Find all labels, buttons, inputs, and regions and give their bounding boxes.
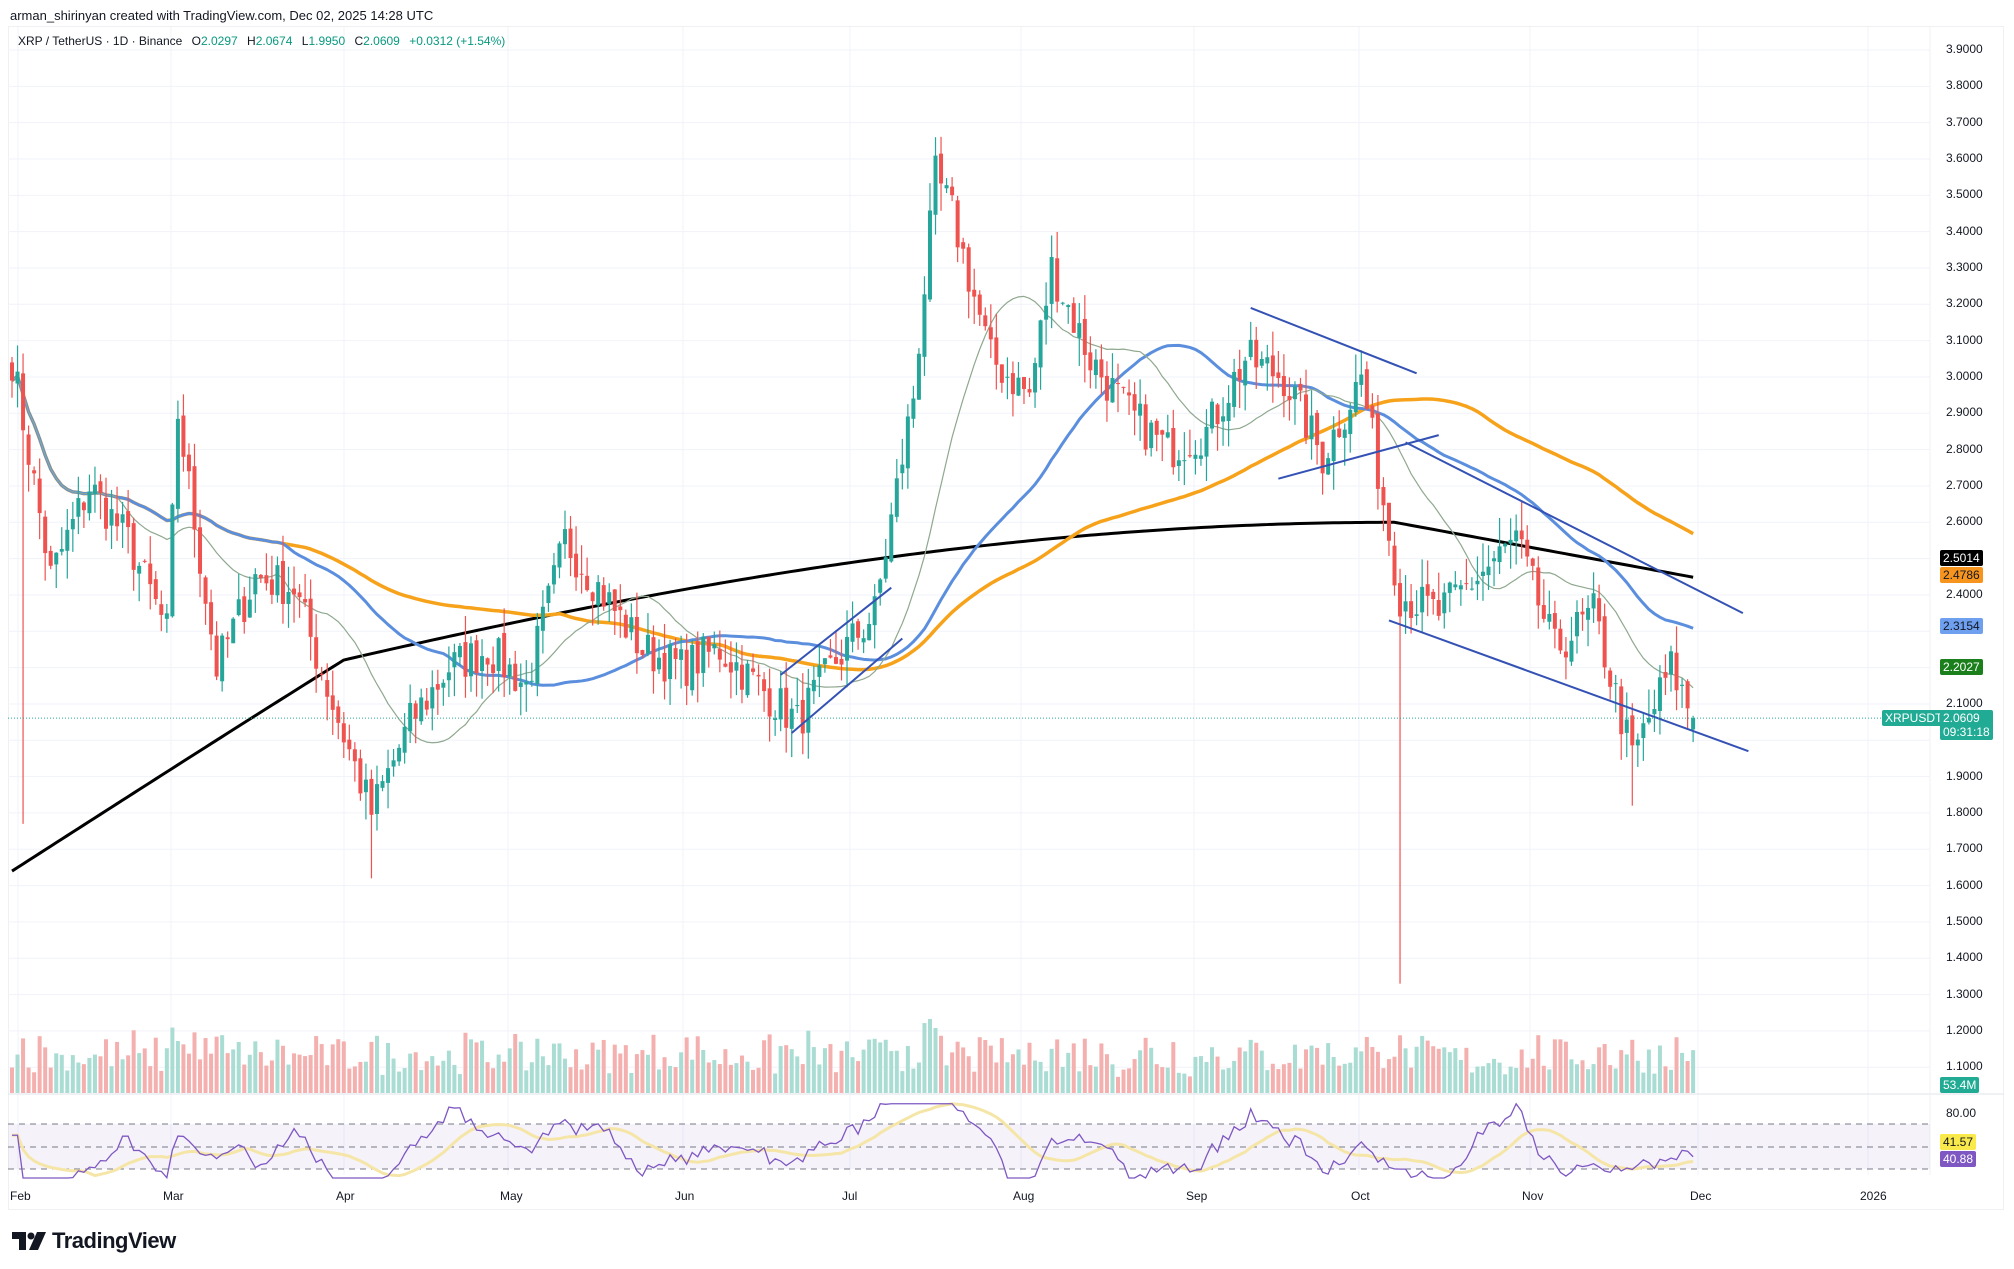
price-axis-label: 3.4000 — [1946, 223, 1983, 238]
symbol-tag: XRPUSDT — [1882, 710, 1946, 727]
tradingview-logo[interactable]: TradingView — [12, 1228, 176, 1254]
close-value: 2.0609 — [363, 34, 400, 48]
price-axis-label: 2.8000 — [1946, 441, 1983, 456]
time-axis-label: Apr — [336, 1189, 355, 1203]
price-axis-label: 1.9000 — [1946, 768, 1983, 783]
time-axis-label: May — [500, 1189, 523, 1203]
price-axis-label: 3.2000 — [1946, 296, 1983, 311]
change-value: +0.0312 (+1.54%) — [409, 34, 506, 48]
last-price: 2.0609 — [1943, 711, 1980, 726]
price-axis-label: 3.9000 — [1946, 42, 1983, 56]
time-axis-label: Nov — [1522, 1189, 1544, 1203]
time-axis-label: Feb — [10, 1189, 31, 1203]
price-axis-label: 1.3000 — [1946, 986, 1983, 1001]
tradingview-logo-icon — [12, 1232, 46, 1250]
price-axis-label: 2.7000 — [1946, 477, 1983, 492]
bar-countdown: 09:31:18 — [1943, 725, 1990, 740]
price-axis-label: 1.5000 — [1946, 913, 1983, 928]
time-axis-label: Oct — [1351, 1189, 1370, 1203]
time-axis-label: Dec — [1690, 1189, 1712, 1203]
price-axis-label: 2.4000 — [1946, 586, 1983, 601]
rsi-ma-tag: 41.57 — [1940, 1134, 1977, 1150]
symbol-title: XRP / TetherUS · 1D · Binance — [18, 34, 183, 48]
rsi-level-label: 80.00 — [1946, 1106, 1977, 1120]
volume-tag: 53.4M — [1940, 1077, 1980, 1093]
price-axis-label: 1.6000 — [1946, 877, 1983, 892]
time-axis-label: Jul — [842, 1189, 858, 1203]
time-axis-label: Jun — [675, 1189, 695, 1203]
chart-credit: arman_shirinyan created with TradingView… — [10, 8, 434, 23]
price-axis-label: 3.1000 — [1946, 332, 1983, 347]
time-axis-label: Aug — [1013, 1189, 1035, 1203]
last-price-tag: 2.0609 09:31:18 — [1940, 710, 1993, 741]
rsi-value-tag: 40.88 — [1940, 1151, 1977, 1167]
price-axis-label: 3.0000 — [1946, 368, 1983, 383]
price-axis-label: 2.6000 — [1946, 514, 1983, 529]
price-axis-label: 3.7000 — [1946, 114, 1983, 129]
price-axis-label: 3.5000 — [1946, 187, 1983, 202]
chart-frame — [8, 26, 2004, 1210]
price-axis-label: 1.2000 — [1946, 1022, 1983, 1037]
price-axis-label: 1.4000 — [1946, 950, 1983, 965]
low-value: 1.9950 — [308, 34, 346, 48]
high-value: 2.0674 — [255, 34, 293, 48]
time-axis-label: Sep — [1186, 1189, 1208, 1203]
time-axis-label: Mar — [163, 1189, 184, 1203]
time-axis-label: 2026 — [1860, 1189, 1887, 1203]
symbol-legend: XRP / TetherUS · 1D · Binance O2.0297 H2… — [18, 34, 506, 48]
ma50-price-tag: 2.3154 — [1940, 617, 1983, 634]
logo-text: TradingView — [52, 1228, 176, 1253]
price-axis-label: 3.3000 — [1946, 259, 1983, 274]
price-axis-label: 1.7000 — [1946, 841, 1983, 856]
ma100-price-tag: 2.4786 — [1940, 567, 1983, 584]
price-axis-label: 2.9000 — [1946, 405, 1983, 420]
price-axis-label: 1.8000 — [1946, 804, 1983, 819]
open-value: 2.0297 — [200, 34, 238, 48]
price-axis-label: 3.6000 — [1946, 150, 1983, 165]
ma20-price-tag: 2.2027 — [1940, 658, 1983, 675]
price-axis-label: 3.8000 — [1946, 78, 1983, 93]
price-axis-label: 1.1000 — [1946, 1059, 1983, 1074]
ma200-price-tag: 2.5014 — [1940, 550, 1983, 567]
price-axis-label: 2.1000 — [1946, 695, 1983, 710]
